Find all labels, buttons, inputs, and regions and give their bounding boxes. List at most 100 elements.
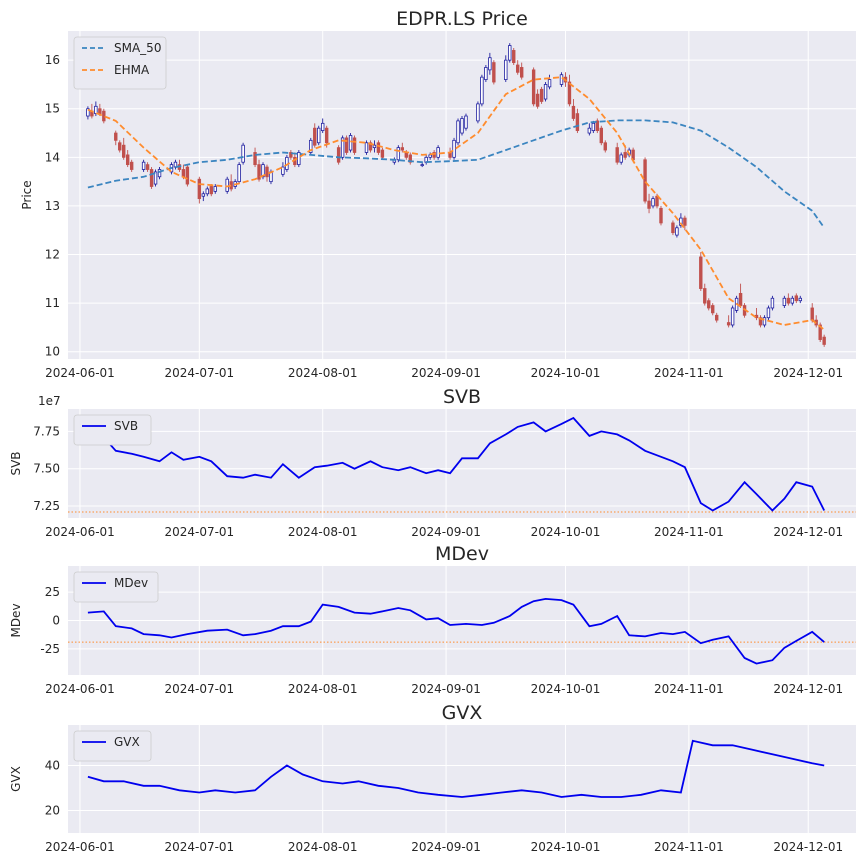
y-tick-label: 7.50: [33, 462, 60, 476]
candle-down: [102, 110, 106, 122]
x-tick-label: 2024-06-01: [45, 682, 115, 696]
candle-down: [615, 147, 619, 163]
legend: SMA_50 EHMA: [73, 36, 167, 90]
y-tick-label: -25: [40, 642, 60, 656]
series-line-ehma: [87, 76, 825, 331]
candle-down: [715, 314, 719, 321]
plot-area: [68, 725, 856, 833]
x-tick-label: 2024-10-01: [531, 366, 601, 380]
series-group: [87, 739, 825, 798]
x-tick-label: 2024-07-01: [164, 525, 234, 539]
candle-up: [297, 152, 301, 166]
candle-down: [647, 200, 651, 209]
x-tick-label: 2024-08-01: [288, 525, 358, 539]
x-tick-label: 2024-08-01: [288, 366, 358, 380]
candle-down: [516, 64, 520, 73]
candle-down: [595, 120, 600, 132]
y-axis-label: SVB: [9, 451, 23, 475]
series-group: [68, 597, 856, 665]
candle-down: [571, 105, 576, 119]
candle-up: [798, 297, 802, 302]
x-tick-label: 2024-09-01: [411, 366, 481, 380]
candle-down: [707, 300, 711, 309]
candle-down: [492, 62, 496, 83]
candle-up: [213, 186, 217, 192]
candle-down: [519, 67, 524, 78]
x-tick-label: 2024-11-01: [654, 682, 724, 696]
candle-up: [261, 164, 265, 178]
candle-down: [149, 169, 154, 187]
y-axis-label: Price: [20, 180, 34, 209]
candle-down: [432, 152, 436, 158]
y-tick-label: 15: [45, 102, 60, 116]
candle-up: [480, 76, 484, 105]
candle-down: [575, 113, 580, 132]
x-tick-label: 2024-12-01: [773, 840, 843, 854]
candle-up: [309, 139, 313, 153]
candle-down: [655, 195, 659, 207]
y-tick-label: 10: [45, 345, 60, 359]
candle-down: [257, 164, 261, 180]
candle-up: [762, 317, 767, 326]
candle-up: [476, 103, 480, 122]
x-tick-label: 2024-07-01: [164, 682, 234, 696]
y-tick-label: 16: [45, 53, 60, 67]
plot-area: [68, 409, 856, 518]
y-axis-label: MDev: [9, 603, 23, 637]
y-tick-label: 14: [45, 150, 60, 164]
x-tick-label: 2024-12-01: [773, 366, 843, 380]
x-tick-label: 2024-06-01: [45, 525, 115, 539]
candle-up: [396, 147, 401, 161]
candle-down: [659, 207, 663, 224]
panel-3: 2024-06-01 2024-07-01 2024-08-01 2024-09-01…: [9, 702, 856, 854]
candle-up: [770, 297, 775, 309]
candle-down: [98, 108, 102, 115]
candle-down: [535, 93, 540, 107]
candle-down: [822, 336, 826, 345]
legend-label: SVB: [114, 419, 138, 433]
candle-up: [679, 217, 683, 226]
y-tick-label: 40: [45, 759, 60, 773]
candle-down: [567, 81, 572, 105]
candle-up: [321, 122, 325, 132]
candle-down: [265, 166, 269, 178]
legend-label: MDev: [114, 576, 148, 590]
x-tick-label: 2024-08-01: [288, 682, 358, 696]
x-tick-label: 2024-09-01: [411, 682, 481, 696]
candle-up: [675, 227, 679, 236]
x-tick-label: 2024-09-01: [411, 525, 481, 539]
candle-up: [205, 188, 209, 195]
candle-up: [488, 57, 492, 71]
candle-up: [619, 154, 623, 163]
candle-down: [671, 222, 675, 234]
series-line-mdev: [87, 597, 825, 665]
candle-up: [281, 166, 285, 175]
candle-up: [504, 59, 508, 80]
x-tick-label: 2024-10-01: [531, 682, 601, 696]
candle-down: [181, 169, 186, 178]
candle-up: [484, 67, 488, 80]
legend-label: EHMA: [114, 63, 150, 77]
x-tick-label: 2024-11-01: [654, 525, 724, 539]
candle-up: [456, 120, 460, 144]
y-tick-label: 25: [45, 585, 60, 599]
candle-down: [683, 217, 687, 226]
candle-down: [794, 295, 799, 302]
candle-down: [599, 127, 603, 144]
candle-up: [141, 161, 146, 170]
candle-up: [420, 164, 424, 167]
legend-box: [73, 730, 152, 762]
candle-up: [317, 127, 321, 144]
candle-down: [818, 324, 822, 340]
chart-title: MDev: [435, 543, 489, 565]
y-tick-label: 7.75: [33, 424, 60, 438]
candle-up: [225, 178, 229, 192]
y-tick-label: 20: [45, 804, 60, 818]
candle-up: [348, 135, 353, 151]
candle-up: [364, 142, 369, 153]
candle-down: [699, 256, 703, 289]
candle-up: [766, 307, 771, 319]
candle-down: [376, 142, 381, 153]
chart-title: SVB: [443, 386, 481, 408]
